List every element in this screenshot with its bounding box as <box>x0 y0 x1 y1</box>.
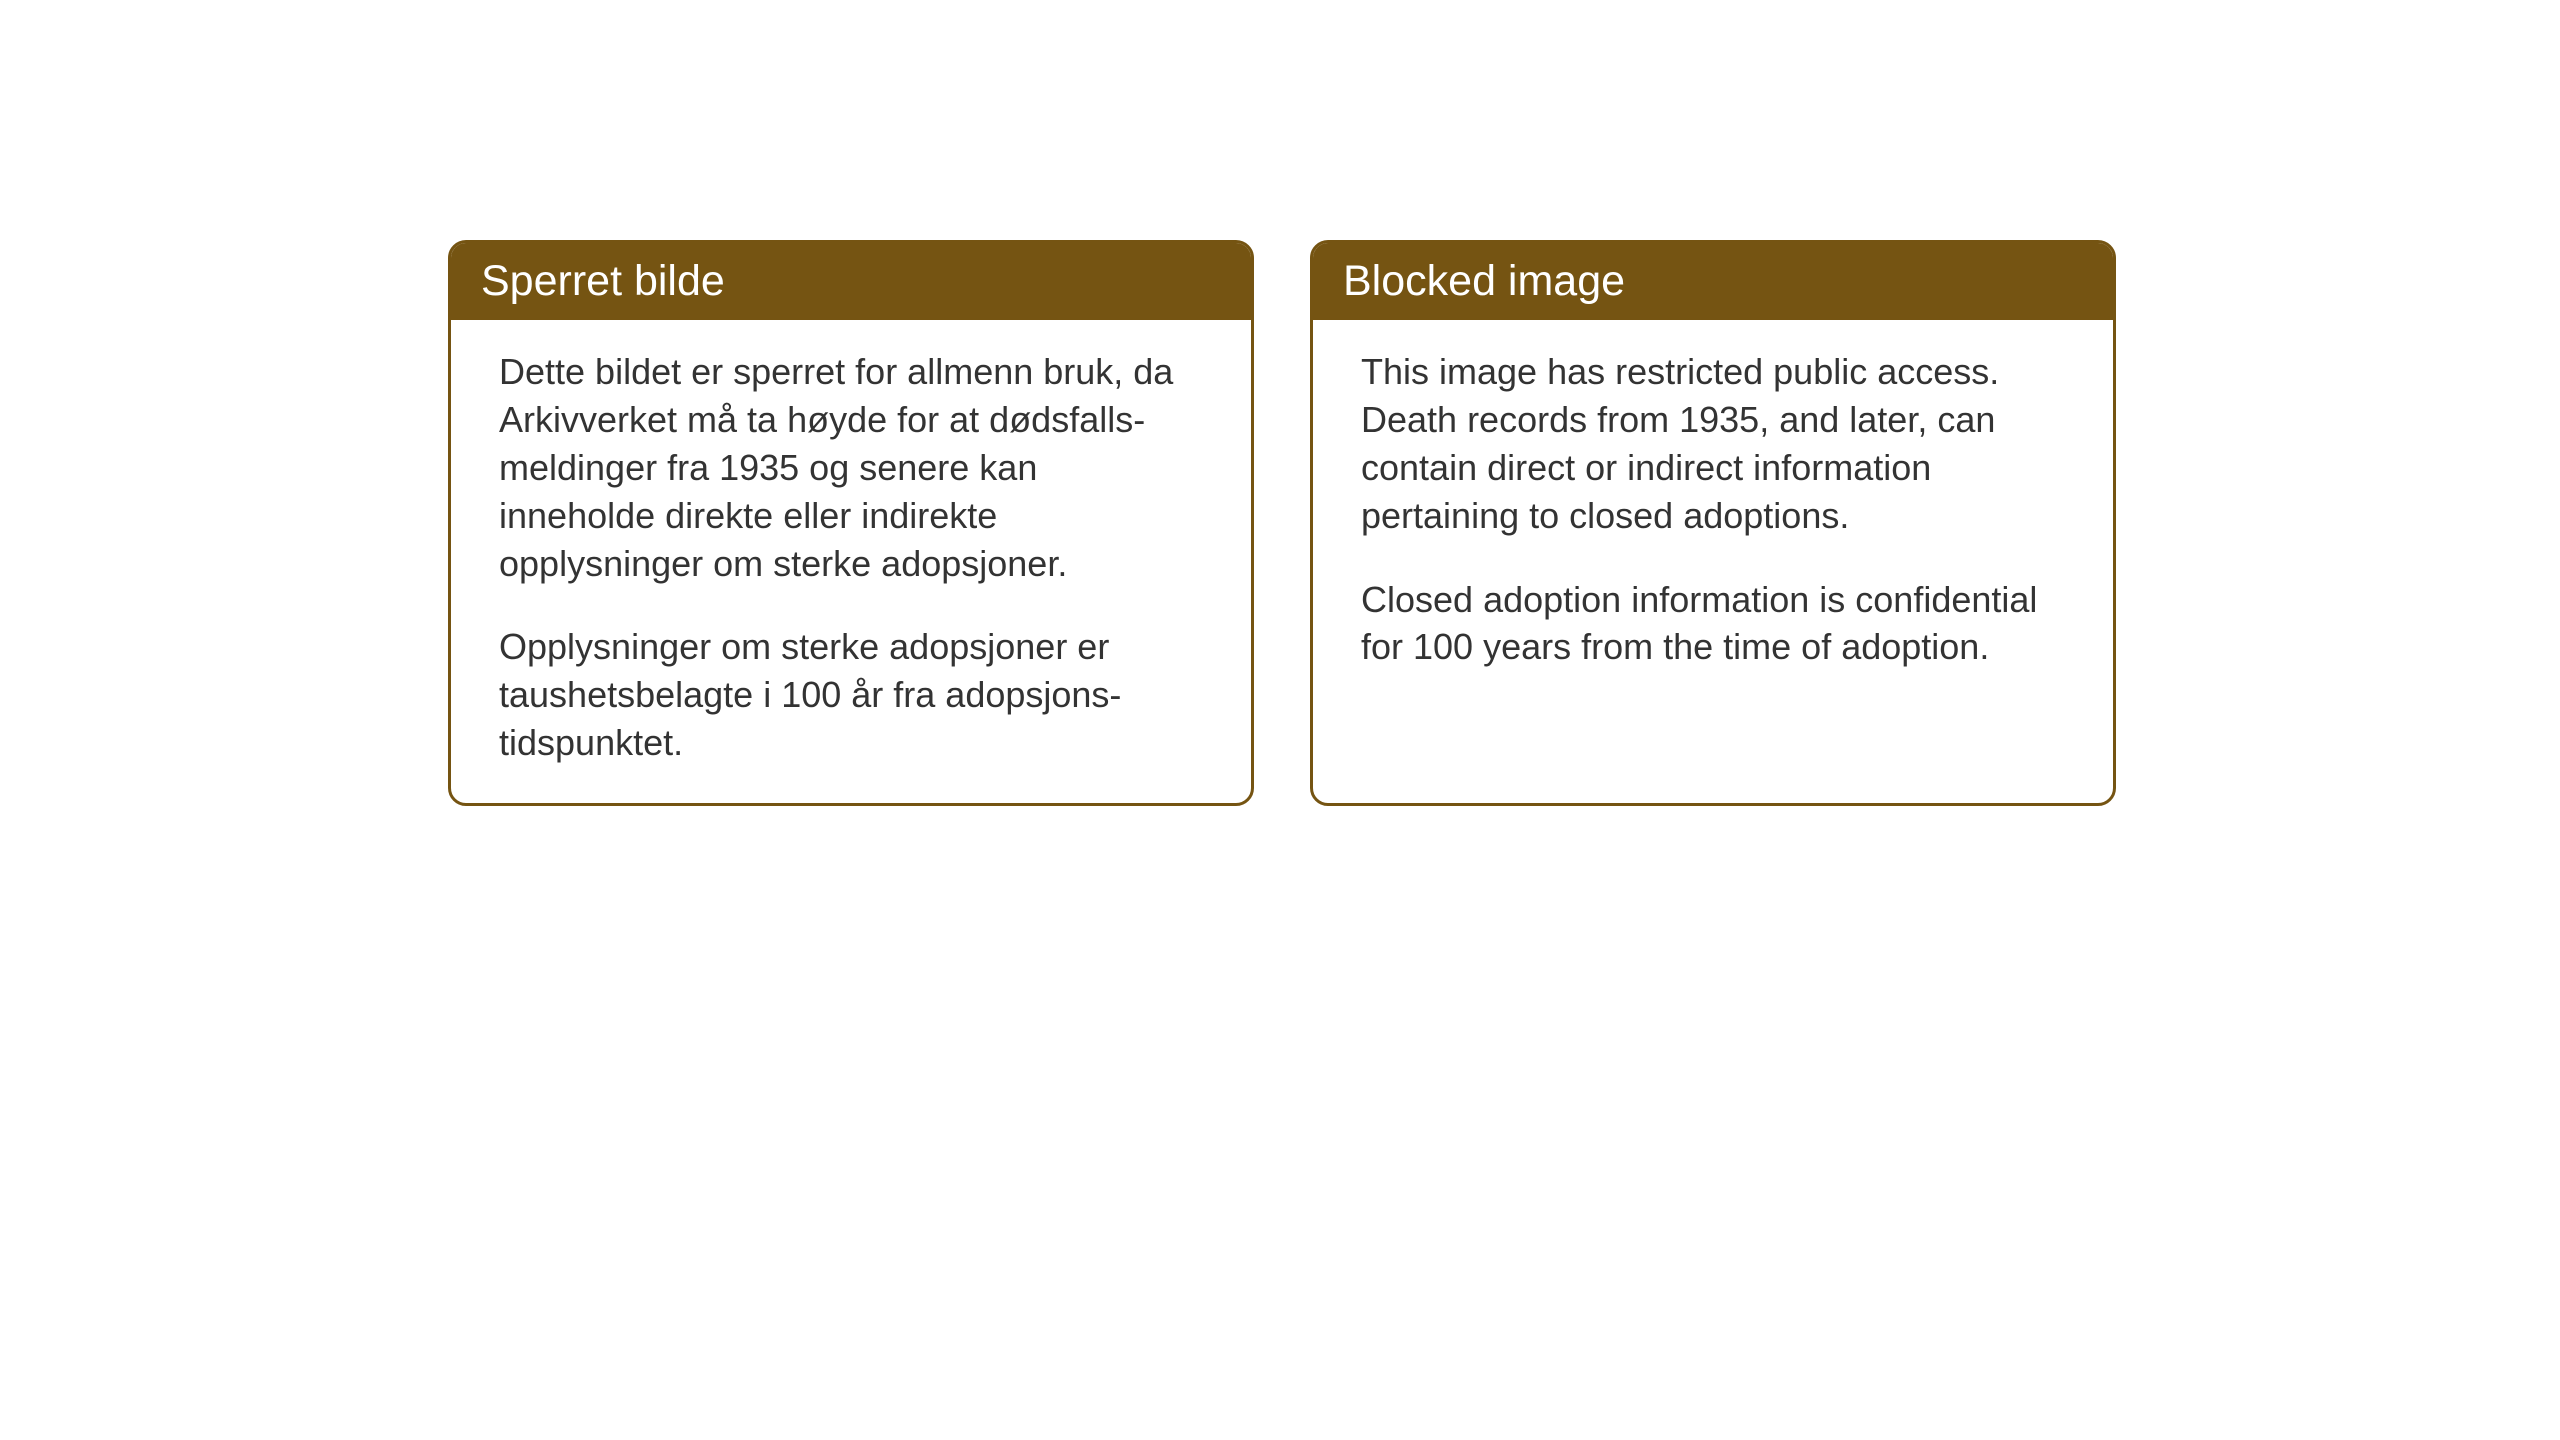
card-title-english: Blocked image <box>1343 257 1625 305</box>
notice-card-norwegian: Sperret bilde Dette bildet er sperret fo… <box>448 240 1254 806</box>
card-paragraph-norwegian-2: Opplysninger om sterke adopsjoner er tau… <box>499 623 1203 767</box>
card-title-norwegian: Sperret bilde <box>481 257 725 305</box>
card-body-norwegian: Dette bildet er sperret for allmenn bruk… <box>451 320 1251 803</box>
card-paragraph-english-2: Closed adoption information is confident… <box>1361 576 2065 672</box>
card-header-norwegian: Sperret bilde <box>451 243 1251 320</box>
card-body-english: This image has restricted public access.… <box>1313 320 2113 760</box>
notice-card-english: Blocked image This image has restricted … <box>1310 240 2116 806</box>
card-paragraph-english-1: This image has restricted public access.… <box>1361 348 2065 540</box>
notice-cards-container: Sperret bilde Dette bildet er sperret fo… <box>448 240 2116 806</box>
card-paragraph-norwegian-1: Dette bildet er sperret for allmenn bruk… <box>499 348 1203 587</box>
card-header-english: Blocked image <box>1313 243 2113 320</box>
